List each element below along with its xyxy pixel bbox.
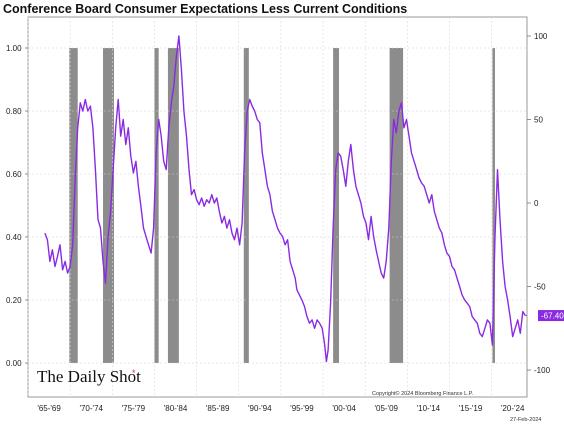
x-tick-label: '80-'84	[164, 404, 188, 413]
recession-bar	[243, 48, 249, 363]
copyright-note: Copyright© 2024 Bloomberg Finance L.P.	[372, 390, 474, 397]
recession-bar	[389, 48, 404, 363]
recession-bar	[492, 48, 495, 363]
x-axis: '65-'69 '70-'74 '75-'79 '80-'84 '85-'89 '90-'…	[37, 404, 525, 413]
logo: The Daily Shot *	[37, 367, 141, 386]
right-tick-label: 0	[534, 199, 539, 208]
logo-text: The Daily Shot	[37, 367, 141, 386]
x-tick-label: '00-'04	[332, 404, 356, 413]
right-tick-label: 100	[534, 32, 548, 41]
recession-bar	[333, 48, 340, 363]
right-tick-label: -50	[534, 283, 546, 292]
chart-title: Conference Board Consumer Expectations L…	[3, 2, 408, 16]
left-axis: 1.00 0.80 0.60 0.40 0.20 0.00	[6, 44, 28, 368]
left-tick-label: 0.00	[6, 359, 22, 368]
date-label: 27-Feb-2024	[510, 417, 542, 423]
left-tick-label: 0.40	[6, 233, 22, 242]
x-tick-label: '10-'14	[417, 404, 441, 413]
x-tick-label: '05-'09	[374, 404, 398, 413]
left-tick-label: 0.60	[6, 170, 22, 179]
right-axis: 100 50 0 -50 -100	[527, 32, 551, 375]
last-value-badge-bg	[538, 310, 564, 322]
plot-area	[27, 16, 528, 398]
left-tick-label: 1.00	[6, 44, 22, 53]
left-tick-label: 0.80	[6, 107, 22, 116]
x-tick-label: '65-'69	[37, 404, 61, 413]
recession-bar	[154, 48, 159, 363]
recession-bar	[103, 48, 114, 363]
right-tick-label: 50	[534, 116, 543, 125]
last-value-badge: -67.40	[538, 310, 564, 322]
right-tick-label: -100	[534, 366, 551, 375]
x-tick-label: '20-'24	[501, 404, 525, 413]
series-line-group	[44, 35, 527, 363]
x-tick-label: '85-'89	[206, 404, 230, 413]
x-tick-label: '70-'74	[79, 404, 103, 413]
recession-bar	[167, 48, 179, 363]
left-tick-label: 0.20	[6, 296, 22, 305]
x-tick-label: '90-'94	[248, 404, 272, 413]
x-tick-label: '15-'19	[459, 404, 483, 413]
last-value-text: -67.40	[541, 312, 564, 321]
x-tick-label: '75-'79	[122, 404, 146, 413]
series-line	[44, 35, 526, 363]
logo-mark-icon: *	[132, 368, 136, 378]
x-tick-label: '95-'99	[290, 404, 314, 413]
